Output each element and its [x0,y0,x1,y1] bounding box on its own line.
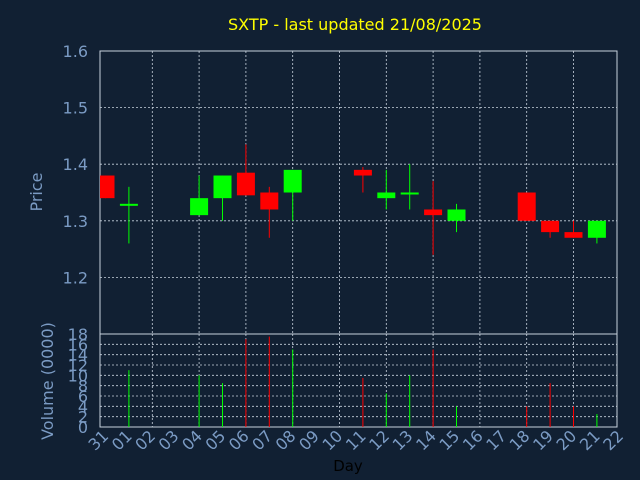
candle-body [236,172,255,196]
candle-body [447,209,466,221]
price-panel: 1.6 1.5 1.4 1.3 1.2 [63,42,618,335]
price-tick-label: 1.6 [63,42,88,61]
candle-body [564,232,583,238]
volume-tick-label: 16 [68,335,88,354]
candle-body [517,192,536,221]
x-axis-label: Day [333,457,363,475]
price-tick-label: 1.3 [63,212,88,231]
volume-tick-label: 12 [68,356,88,375]
volume-tick-label: 8 [78,377,88,396]
volume-frame [99,333,618,428]
candle-body [353,169,372,176]
candle-body [283,169,302,193]
volume-tick-label: 14 [68,346,88,365]
candle-body [260,192,279,210]
volume-tick-label: 18 [68,325,88,344]
candle-body [587,220,606,238]
price-frame [99,50,618,335]
candle-body [100,175,115,199]
volume-panel: 1816141210864203101020304050607080910111… [68,325,627,454]
volume-tick-label: 10 [68,366,88,385]
price-tick-label: 1.4 [63,155,88,174]
candle-body [190,198,209,216]
volume-tick-label: 6 [78,387,88,406]
chart-title: SXTP - last updated 21/08/2025 [228,15,482,34]
candle-body [213,175,232,199]
candles-group [100,144,606,255]
volume-axis-label: Volume (0000) [38,322,57,440]
volume-tick-label: 4 [78,397,88,416]
candle-body [541,220,560,233]
candle-body [119,203,138,206]
price-tick-label: 1.2 [63,268,88,287]
candle-body [400,192,419,195]
price-tick-label: 1.5 [63,99,88,118]
price-axis-label: Price [27,172,46,211]
candle-body [424,209,443,216]
x-tick-label: 22 [599,426,627,454]
candle-body [377,192,396,199]
volume-tick-label: 0 [78,418,88,437]
volume-tick-label: 2 [78,408,88,427]
